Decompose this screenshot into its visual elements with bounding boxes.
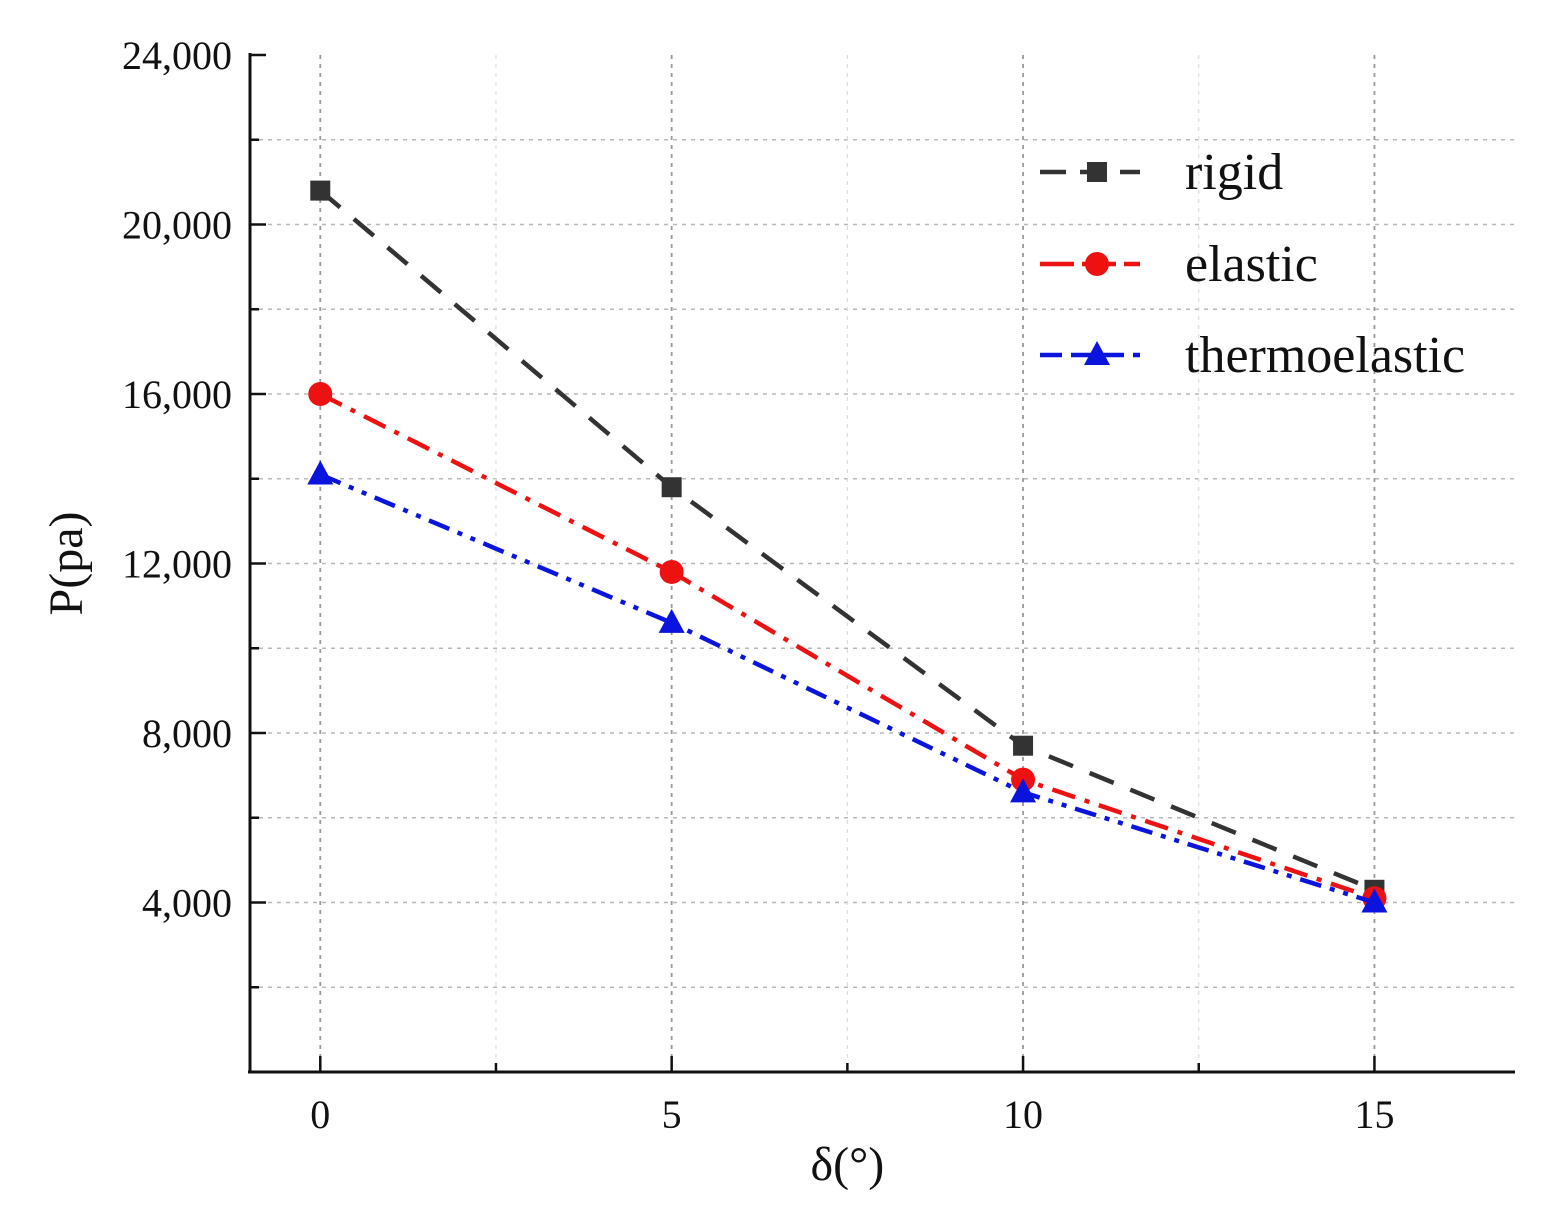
legend-marker-elastic xyxy=(1085,252,1109,276)
legend-marker-rigid xyxy=(1087,162,1107,182)
data-point-thermoelastic xyxy=(307,460,334,485)
data-point-thermoelastic xyxy=(658,608,685,633)
x-tick-label: 5 xyxy=(662,1092,682,1137)
data-point-thermoelastic xyxy=(1361,888,1388,913)
x-tick-label: 10 xyxy=(1003,1092,1043,1137)
series-line-thermoelastic xyxy=(319,472,1376,905)
y-tick-label: 20,000 xyxy=(122,203,232,248)
data-point-elastic xyxy=(308,382,333,406)
legend-marker-thermoelastic xyxy=(1084,341,1110,365)
y-tick-label: 8,000 xyxy=(142,711,232,756)
legend-label-thermoelastic: thermoelastic xyxy=(1185,327,1465,384)
axes-layer: 4,000 8,000 12,000 16,000 20,000 24,000 0 5 10 15 xyxy=(122,33,1515,1137)
data-point-thermoelastic xyxy=(1010,778,1037,803)
x-tick-label: 0 xyxy=(310,1092,330,1137)
series-layer xyxy=(307,180,1388,913)
data-point-elastic xyxy=(659,559,684,584)
legend-item-rigid: rigid xyxy=(1040,144,1283,201)
series-elastic xyxy=(308,382,1387,911)
legend: rigid elastic thermoelastic xyxy=(1040,144,1465,384)
y-tick-label: 24,000 xyxy=(122,33,232,78)
series-line-rigid xyxy=(318,188,1376,892)
data-point-rigid xyxy=(310,180,331,201)
data-point-rigid xyxy=(661,477,682,498)
grid-layer xyxy=(250,55,1515,1072)
legend-item-thermoelastic: thermoelastic xyxy=(1040,327,1465,384)
legend-label-rigid: rigid xyxy=(1185,144,1283,201)
x-axis-title: δ(°) xyxy=(810,1138,884,1191)
y-tick-label: 16,000 xyxy=(122,372,232,417)
legend-item-elastic: elastic xyxy=(1040,236,1318,293)
y-axis-title: P(pa) xyxy=(40,512,93,616)
legend-label-elastic: elastic xyxy=(1185,236,1318,293)
data-point-rigid xyxy=(1013,735,1034,756)
y-tick-label: 12,000 xyxy=(122,542,232,587)
y-tick-label: 4,000 xyxy=(142,881,232,926)
series-line-elastic xyxy=(319,391,1376,901)
series-thermoelastic xyxy=(307,460,1388,913)
x-tick-label: 15 xyxy=(1354,1092,1394,1137)
